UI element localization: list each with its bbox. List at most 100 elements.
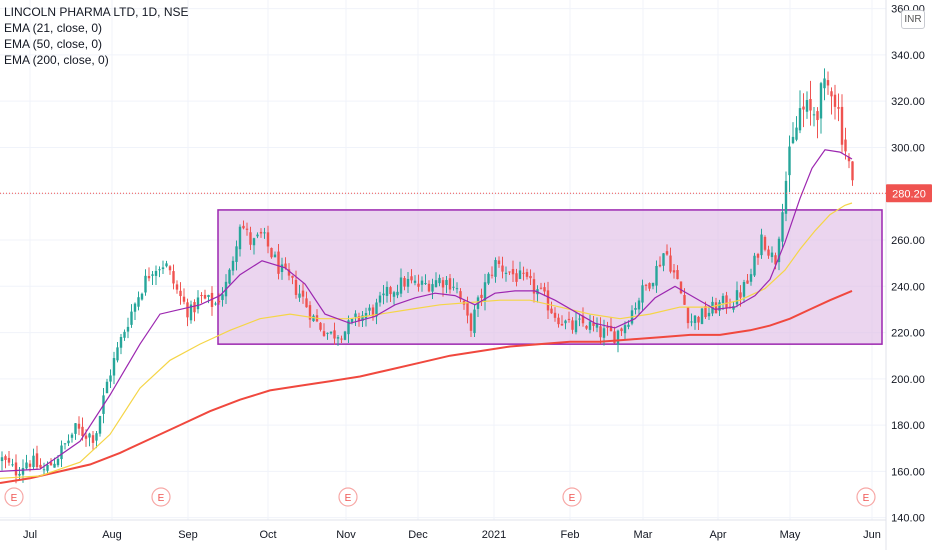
candle-body <box>151 274 154 276</box>
candle-body <box>245 228 249 230</box>
candle-body <box>816 111 819 121</box>
earnings-marker-circle <box>856 487 876 507</box>
candle-body <box>263 232 266 234</box>
ema200-legend[interactable]: EMA (200, close, 0) <box>4 53 109 67</box>
x-tick-label: Mar <box>634 529 653 541</box>
candle-body <box>105 381 109 394</box>
earnings-marker[interactable]: E <box>151 487 171 507</box>
candle-body <box>490 274 494 276</box>
candle-body <box>837 107 840 109</box>
candle-body <box>522 272 525 274</box>
candle-body <box>144 275 147 293</box>
earnings-marker-label: E <box>863 493 870 504</box>
candle-body <box>844 139 847 152</box>
candle-body <box>70 434 74 438</box>
candle-body <box>529 275 532 279</box>
candle-body <box>466 302 469 316</box>
candle-body <box>354 313 357 317</box>
candle-body <box>483 282 487 301</box>
candle-body <box>441 280 445 288</box>
candle-body <box>35 453 39 468</box>
candle-body <box>11 464 14 466</box>
candle-body <box>725 295 728 308</box>
candle-body <box>385 286 389 296</box>
candle-body <box>74 423 77 434</box>
ema200-line <box>0 289 853 484</box>
candle-body <box>375 302 378 317</box>
ema21-legend[interactable]: EMA (21, close, 0) <box>4 21 103 35</box>
candle-body <box>403 277 406 287</box>
y-tick-label: 240.00 <box>891 281 925 293</box>
candle-body <box>284 263 287 269</box>
candle-body <box>207 294 210 298</box>
last-price-tag: 280.20 <box>886 184 932 203</box>
time-axis[interactable]: Jul Aug Sep Oct Nov Dec 2021 Feb Mar Apr May Jun <box>23 529 881 541</box>
candle-body <box>350 318 354 323</box>
candle-body <box>95 433 98 441</box>
candle-body <box>767 249 770 256</box>
y-tick-label: 220.00 <box>891 328 925 340</box>
candle-body <box>756 254 760 258</box>
candle-body <box>571 320 574 330</box>
candle-body <box>613 331 616 344</box>
candle-body <box>427 283 431 292</box>
x-tick-label: Dec <box>408 529 428 541</box>
candle-body <box>851 161 854 181</box>
candle-body <box>406 278 410 287</box>
candle-body <box>704 306 707 318</box>
candle-body <box>0 457 4 462</box>
candle-body <box>165 263 168 267</box>
candle-body <box>193 302 196 313</box>
candle-body <box>518 270 522 279</box>
candle-body <box>28 463 32 467</box>
candle-body <box>98 415 102 434</box>
candle-body <box>4 456 7 460</box>
candle-body <box>662 253 665 266</box>
candle-body <box>214 303 217 305</box>
candle-body <box>109 375 112 382</box>
candle-body <box>644 284 648 286</box>
candle-body <box>280 264 284 273</box>
earnings-marker-circle <box>4 487 24 507</box>
candle-body <box>217 300 221 303</box>
candle-body <box>511 269 515 275</box>
x-tick-label: Apr <box>709 529 726 541</box>
candle-body <box>774 255 777 265</box>
price-axis[interactable]: 140.00 160.00 180.00 200.00 220.00 240.00 260.… <box>891 4 925 525</box>
candle-body <box>270 247 273 258</box>
candle-body <box>637 300 641 310</box>
ema50-legend[interactable]: EMA (50, close, 0) <box>4 37 103 51</box>
y-tick-label: 340.00 <box>891 50 925 62</box>
candle-body <box>434 280 438 288</box>
candle-body <box>53 463 56 468</box>
candle-body <box>819 83 823 119</box>
candle-body <box>690 321 693 323</box>
earnings-marker[interactable]: E <box>4 487 24 507</box>
earnings-marker[interactable]: E <box>338 487 358 507</box>
candle-body <box>424 283 427 285</box>
candle-body <box>452 286 455 288</box>
earnings-marker[interactable]: E <box>856 487 876 507</box>
candle-body <box>805 100 809 112</box>
candle-body <box>788 146 791 176</box>
candle-body <box>238 226 242 250</box>
candle-body <box>445 279 448 286</box>
candle-body <box>287 269 291 276</box>
candle-body <box>112 358 116 376</box>
earnings-marker[interactable]: E <box>562 487 582 507</box>
candle-body <box>606 326 609 328</box>
candle-body <box>833 94 837 107</box>
chart-legend: LINCOLN PHARMA LTD, 1D, NSE EMA (21, clo… <box>4 4 189 68</box>
candle-body <box>410 276 413 281</box>
candle-body <box>595 323 599 328</box>
candle-body <box>739 292 742 298</box>
candle-body <box>592 322 595 326</box>
symbol-title[interactable]: LINCOLN PHARMA LTD, 1D, NSE <box>4 5 189 19</box>
currency-badge[interactable]: INR <box>901 10 925 29</box>
candle-body <box>312 315 315 322</box>
candle-body <box>581 315 585 324</box>
candle-body <box>298 293 301 298</box>
